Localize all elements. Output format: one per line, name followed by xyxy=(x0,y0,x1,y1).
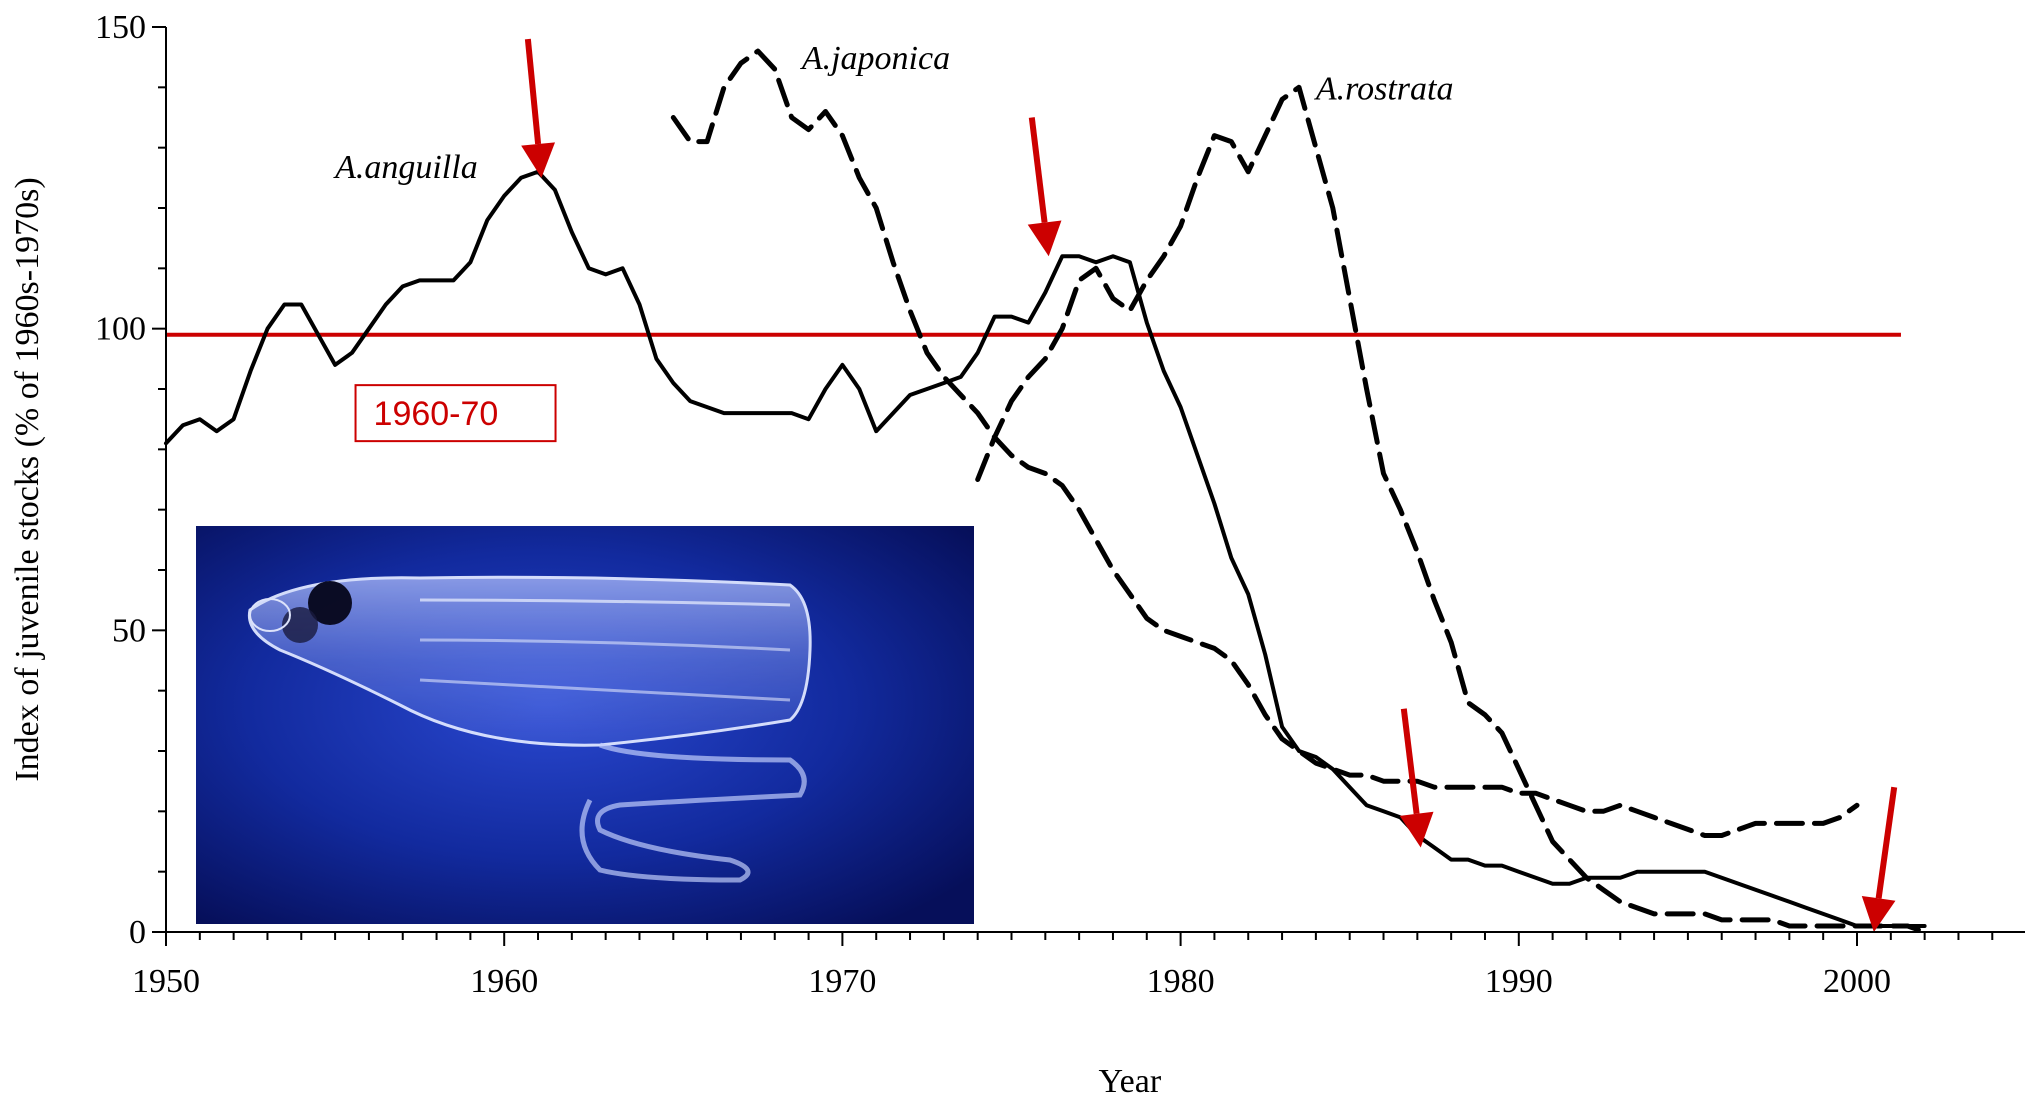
axes: 1950 1960 1970 1980 1990 2000 0 50 100 150 Year I… xyxy=(9,9,2025,1098)
red-arrow-head xyxy=(1027,220,1062,257)
series-label-layer: A.anguilla A.japonica A.rostrata xyxy=(333,40,1453,186)
y-tick-label: 100 xyxy=(95,311,146,348)
series-layer xyxy=(164,48,1928,935)
tick-layer: 1950 1960 1970 1980 1990 2000 0 50 100 150 xyxy=(95,9,1994,1000)
red-arrow xyxy=(1399,708,1434,848)
series-line-a-japonica xyxy=(670,48,1860,838)
series-label-a-anguilla: A.anguilla xyxy=(333,149,478,186)
series-line-a-anguilla xyxy=(164,169,1927,928)
red-arrow-shaft xyxy=(1028,117,1048,223)
x-tick-label: 1960 xyxy=(470,963,538,1000)
arrow-layer xyxy=(521,38,1898,932)
x-tick-label: 1950 xyxy=(132,963,200,1000)
series-label-a-japonica: A.japonica xyxy=(800,40,950,77)
red-arrow-shaft xyxy=(1400,708,1420,815)
series-label-a-rostrata: A.rostrata xyxy=(1314,70,1454,107)
inset-photo xyxy=(196,526,974,924)
y-tick-label: 50 xyxy=(112,612,146,649)
red-arrow-shaft xyxy=(524,38,542,145)
reference-label: 1960-70 xyxy=(374,395,499,433)
red-arrow-head xyxy=(1399,811,1434,848)
red-arrow xyxy=(1861,786,1898,932)
y-tick-label: 0 xyxy=(129,914,146,951)
reference-label-box xyxy=(354,384,557,443)
x-tick-label: 2000 xyxy=(1823,963,1891,1000)
red-arrow-shaft xyxy=(1875,786,1898,899)
x-tick-label: 1970 xyxy=(808,963,876,1000)
red-arrow-head xyxy=(1861,895,1896,932)
red-arrow-head xyxy=(521,142,556,178)
x-tick-label: 1990 xyxy=(1485,963,1553,1000)
red-arrow xyxy=(521,38,556,178)
red-arrow xyxy=(1027,117,1062,257)
y-axis-label: Index of juvenile stocks (% of 1960s-197… xyxy=(9,177,46,781)
y-tick-label: 150 xyxy=(95,9,146,46)
eel-larva-illustration xyxy=(247,575,812,883)
series-line-a-rostrata xyxy=(975,84,1928,935)
x-tick-label: 1980 xyxy=(1147,963,1215,1000)
x-axis-label: Year xyxy=(1099,1063,1162,1098)
